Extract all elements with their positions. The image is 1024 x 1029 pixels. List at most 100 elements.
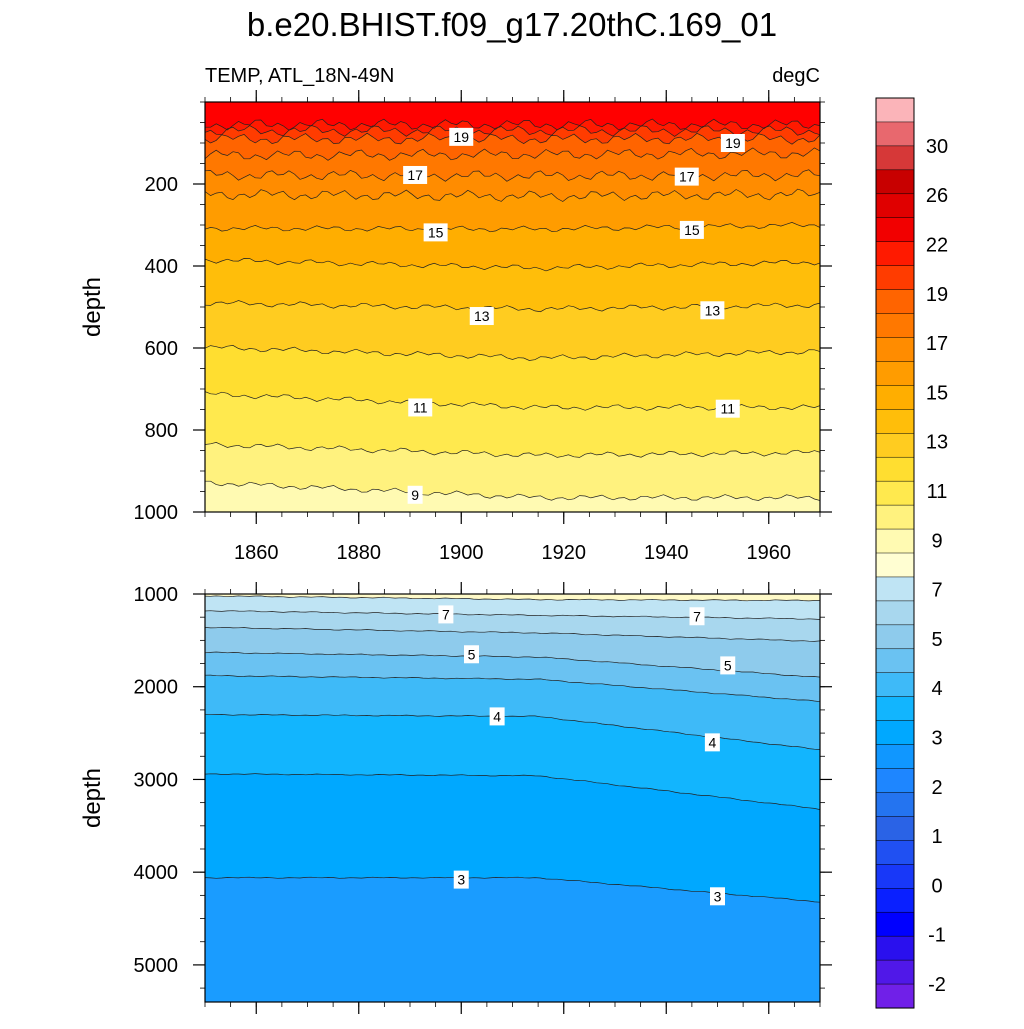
contour-label-box	[403, 165, 428, 184]
y-axis-label: depth	[79, 768, 106, 828]
y-tick-label: 1000	[134, 502, 179, 524]
contour-label-box	[710, 887, 725, 906]
colorbar-swatch	[875, 816, 915, 841]
colorbar-swatch	[875, 528, 915, 554]
upper-depth-panel: 19 19 17 17 15 15 13 13 11 11 9 200 400 600 800 1000 186…	[79, 90, 832, 564]
colorbar-tick-label: 2	[931, 777, 942, 799]
x-tick-label: 1880	[337, 542, 382, 564]
colorbar-swatch	[875, 97, 915, 123]
colorbar-swatch	[875, 720, 915, 746]
contour-label: 11	[413, 399, 428, 415]
contour-label-box	[720, 656, 736, 675]
contour-label: 4	[708, 734, 716, 750]
contour-label: 5	[468, 646, 476, 662]
colorbar-swatch	[875, 552, 915, 578]
colorbar-tick-label: 7	[931, 580, 942, 602]
contour-label: 9	[411, 487, 419, 503]
contour-line	[205, 258, 820, 272]
contour-label: 7	[442, 606, 450, 622]
y-tick-label: 4000	[134, 862, 179, 884]
colorbar-frame	[875, 97, 915, 1009]
y-tick-label: 400	[145, 256, 178, 278]
contour-label-box	[679, 220, 704, 239]
contour-label-box	[408, 398, 433, 417]
contour-label-box	[715, 399, 740, 418]
colorbar-swatch	[875, 576, 915, 602]
colorbar-swatch	[875, 361, 915, 386]
contour-line	[205, 169, 820, 182]
contour-label: 15	[684, 222, 700, 238]
contour-line	[205, 118, 820, 131]
x-tick-label: 1860	[234, 542, 279, 564]
colorbar-tick-label: 30	[926, 136, 948, 158]
contour-line	[205, 222, 820, 233]
colorbar-tick-label: 11	[927, 481, 948, 503]
colorbar-swatch	[875, 241, 915, 267]
colorbar-tick-label: -1	[928, 925, 946, 947]
y-tick-label: 3000	[134, 769, 179, 791]
y-tick-label: 2000	[134, 677, 179, 699]
contour-line	[205, 773, 820, 810]
contour-line	[205, 480, 820, 501]
colorbar-swatch	[875, 169, 915, 195]
colorbar-swatch	[875, 313, 915, 339]
contour-label-box	[464, 645, 479, 664]
colorbar-swatch	[875, 935, 915, 961]
contour-label-box	[407, 485, 423, 504]
colorbar-tick-label: 15	[926, 382, 948, 404]
colorbar-swatch	[875, 983, 915, 1009]
contour-label-box	[674, 167, 699, 186]
contour-label-box	[449, 127, 474, 146]
colorbar-swatch	[875, 840, 915, 865]
contour-fill-band	[205, 481, 820, 512]
contour-label: 13	[705, 302, 721, 318]
x-tick-label: 1960	[747, 542, 792, 564]
colorbar-swatch	[875, 864, 915, 889]
contour-line	[205, 125, 820, 137]
contour-label-box	[700, 301, 725, 320]
colorbar-tick-label: 4	[931, 678, 942, 700]
figure-title: b.e20.BHIST.f09_g17.20thC.169_01	[247, 6, 777, 43]
colorbar-tick-label: 9	[931, 530, 942, 552]
contour-label-box	[438, 605, 454, 624]
colorbar-swatch	[875, 648, 915, 674]
contour-label: 13	[474, 308, 490, 324]
contour-label: 17	[407, 167, 423, 183]
contour-line	[205, 626, 820, 642]
contour-label-box	[489, 707, 505, 726]
y-tick-label: 200	[145, 174, 178, 196]
colorbar-tick-label: 26	[926, 185, 948, 207]
colorbar-swatch	[875, 456, 915, 482]
colorbar-tick-label: -2	[928, 974, 946, 996]
y-axis-label: depth	[79, 277, 106, 337]
colorbar-tick-label: 3	[931, 728, 942, 750]
contour-line	[205, 132, 820, 145]
colorbar-swatch	[875, 145, 915, 171]
colorbar-swatch	[875, 121, 915, 147]
contour-label: 3	[714, 888, 722, 904]
colorbar-swatch	[875, 193, 915, 219]
colorbar-swatch	[875, 480, 915, 506]
contour-label: 19	[725, 135, 741, 151]
contour-label-box	[423, 223, 448, 242]
contour-label: 19	[453, 129, 469, 145]
colorbar-swatch	[875, 672, 915, 698]
colorbar-swatch	[875, 624, 915, 650]
colorbar-swatch	[875, 385, 915, 410]
colorbar-swatch	[875, 959, 915, 985]
contour-line	[205, 147, 820, 161]
y-tick-label: 5000	[134, 955, 179, 977]
colorbar-tick-label: 17	[926, 333, 948, 355]
contour-label: 7	[693, 608, 701, 624]
contour-label-box	[689, 607, 705, 626]
y-tick-label: 800	[145, 420, 178, 442]
colorbar-swatch	[875, 911, 915, 937]
colorbar-swatch	[875, 409, 915, 434]
contour-label: 15	[428, 224, 444, 240]
contour-label: 4	[493, 708, 501, 724]
contour-line	[205, 442, 820, 458]
colorbar-swatch	[875, 265, 915, 291]
colorbar-swatch	[875, 768, 915, 794]
colorbar-swatch	[875, 217, 915, 243]
colorbar-swatch	[875, 696, 915, 722]
